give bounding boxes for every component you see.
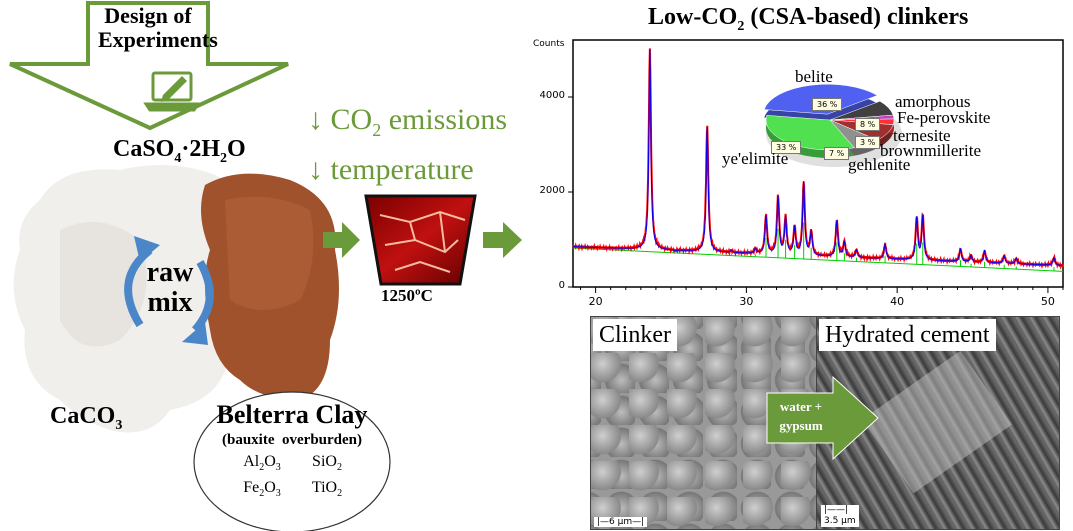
- pie-value-label: 36 %: [812, 98, 843, 111]
- doe-line2: Experiments: [98, 27, 218, 52]
- y-axis-label: Counts: [533, 39, 565, 49]
- pie-category-label: Fe-perovskite: [897, 108, 991, 127]
- caco3-label: CaCO3: [50, 403, 123, 433]
- results-title: Low-CO2 (CSA-based) clinkers: [648, 4, 969, 34]
- pie-value-label: 7 %: [824, 147, 850, 160]
- clinker-scale-bar: |—6 µm—|: [594, 517, 648, 527]
- hydration-arrow: [766, 375, 879, 461]
- oxide-sio2: SiO2: [312, 453, 342, 474]
- clay-callout-circle: [193, 391, 391, 531]
- mix-arrow-right-icon: [191, 259, 214, 333]
- laptop-pencil-icon: [143, 71, 201, 112]
- pie-category-label: ternesite: [893, 126, 951, 145]
- y-tick-label: 4000: [539, 90, 565, 101]
- raw-mix-label: raw mix: [140, 258, 200, 318]
- pie-value-label: 3 %: [855, 136, 881, 149]
- oxide-al2o3: Al2O3: [243, 453, 281, 474]
- pie-value-label: 33 %: [771, 141, 802, 154]
- gypsum-label: CaSO4·2H2O: [113, 136, 246, 166]
- x-tick-label: 50: [1040, 295, 1055, 308]
- clay-info: Belterra Clay (bauxite overburden) Al2O3…: [194, 400, 390, 504]
- process-arrow-1: [323, 222, 360, 258]
- x-tick-label: 20: [588, 295, 603, 308]
- hydration-label: water + gypsum: [779, 399, 823, 433]
- x-tick-label: 30: [739, 295, 754, 308]
- clinker-label: Clinker: [593, 319, 677, 351]
- background-line: [572, 247, 1064, 272]
- oxide-tio2: TiO2: [311, 479, 343, 500]
- benefit-co2: ↓ CO2 emissions: [308, 103, 508, 140]
- benefits: ↓ CO2 emissions ↓ temperature: [308, 100, 507, 190]
- raw-mix-line2: mix: [147, 287, 193, 318]
- clay-title: Belterra Clay: [216, 400, 368, 429]
- pie-category-label: brownmillerite: [880, 141, 982, 160]
- pie-category-label: gehlenite: [848, 155, 911, 174]
- pie-category-label: amorphous: [895, 92, 971, 111]
- oxide-list: Al2O3 SiO2 Fe2O3 TiO2: [194, 452, 390, 504]
- doe-line1: Design of: [104, 3, 192, 28]
- oxide-fe2o3: Fe2O3: [243, 479, 281, 500]
- design-arrow: [9, 1, 289, 131]
- process-arrow-2: [483, 222, 522, 258]
- calculated-series: [573, 49, 1063, 266]
- x-tick-label: 40: [890, 295, 905, 308]
- hydrated-scale-bar: |——| 3.5 µm: [821, 505, 859, 527]
- doe-title: Design of Experiments: [98, 3, 218, 52]
- hydrated-label: Hydrated cement: [819, 319, 996, 351]
- raw-mix-line1: raw: [146, 257, 194, 288]
- clay-subtitle: (bauxite overburden): [222, 432, 362, 448]
- pie-category-label: belite: [795, 67, 833, 86]
- y-tick-label: 0: [558, 280, 565, 291]
- pie-category-label: ye'elimite: [722, 149, 789, 168]
- pie-value-label: 8 %: [855, 118, 881, 131]
- benefit-temperature: ↓ temperature: [308, 153, 474, 186]
- kiln-temperature: 1250ºC: [381, 286, 433, 305]
- y-tick-label: 2000: [539, 185, 565, 196]
